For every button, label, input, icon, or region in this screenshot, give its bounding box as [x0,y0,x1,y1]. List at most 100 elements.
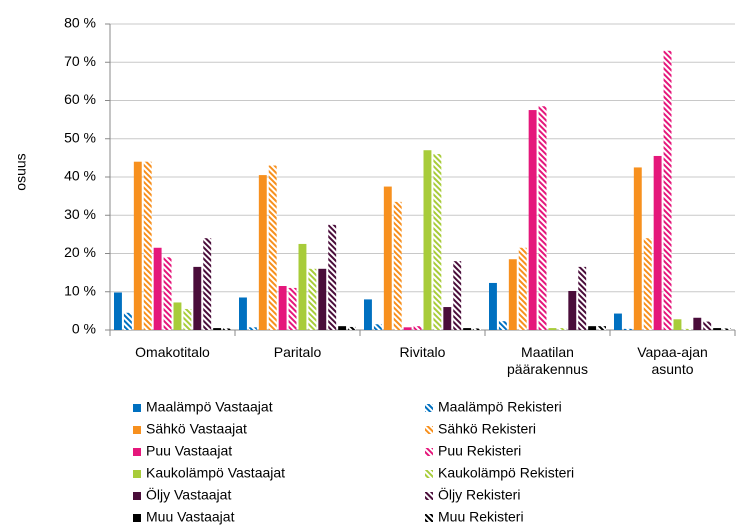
bar [114,292,122,330]
bar [239,297,247,330]
bar [193,266,202,330]
legend-label: Puu Vastaajat [146,443,232,459]
legend-swatch [425,404,433,412]
bar [163,257,172,330]
bar [693,317,702,330]
bar [203,238,212,330]
bar [258,175,267,330]
bar [473,328,481,330]
legend-swatch [425,448,433,456]
bar [153,247,162,330]
legend-swatch [425,514,433,522]
bar [598,326,606,330]
legend-swatch [425,470,433,478]
legend-swatch [425,492,433,500]
legend-swatch [133,426,141,434]
legend-label: Sähkö Rekisteri [438,421,536,437]
bar [133,161,142,330]
bar [643,238,652,330]
bar [558,328,567,330]
legend-swatch [133,404,141,412]
bar [528,110,537,330]
bar [588,326,597,330]
bar [413,326,422,330]
bar [498,321,507,330]
legend-swatch [133,492,141,500]
y-tick-label: 10 % [64,282,96,298]
bar [518,247,527,330]
x-tick-label: Paritalo [273,344,322,360]
legend-label: Kaukolämpö Vastaajat [146,465,285,481]
bar [653,155,662,330]
bar [364,299,372,330]
bar [373,324,382,330]
legend-label: Öljy Rekisteri [438,486,520,503]
legend-label: Maalämpö Rekisteri [438,399,562,415]
bar [213,328,222,330]
legend-label: Maalämpö Vastaajat [146,399,273,415]
bar [123,312,132,330]
legend-label: Sähkö Vastaajat [146,421,247,437]
y-axis-label: osuus [13,153,29,190]
x-tick-label: Maatilan päärakennus [507,344,588,377]
legend-swatch [133,514,141,522]
bar [183,308,192,330]
legend-label: Puu Rekisteri [438,443,521,459]
bar [383,186,392,330]
y-tick-label: 20 % [64,244,96,260]
bar [268,165,277,330]
bar [578,266,587,330]
bar [318,268,327,330]
bar [568,290,577,330]
legend-swatch [425,426,433,434]
bar [433,154,442,330]
y-tick-label: 50 % [64,129,96,145]
bar [308,268,317,330]
y-tick-label: 60 % [64,91,96,107]
bar [288,287,297,330]
bar [623,328,632,330]
bar [143,161,152,330]
y-tick-label: 0 % [72,321,96,337]
bar [423,150,432,330]
bar [633,167,642,330]
y-tick-label: 30 % [64,206,96,222]
legend-label: Öljy Vastaajat [146,486,231,503]
bar [338,326,347,330]
x-tick-label: Omakotitalo [135,344,210,360]
bar [453,261,462,330]
bar [508,259,517,330]
x-tick-label: Vapaa-ajan asunto [637,344,708,377]
legend-label: Muu Vastaajat [146,509,235,525]
bar [393,201,402,330]
bar [673,319,682,330]
bar [463,328,472,330]
bar [298,243,307,330]
bar [703,321,712,330]
legend-swatch [133,470,141,478]
bar [328,224,337,330]
bar [489,282,497,330]
bar [713,328,722,330]
bar [173,302,182,330]
bar [614,313,622,330]
bar [538,106,547,330]
legend-label: Muu Rekisteri [438,509,524,525]
legend-label: Kaukolämpö Rekisteri [438,465,574,481]
bar [403,327,412,330]
bar [223,328,231,330]
bar [348,326,356,330]
y-tick-label: 40 % [64,168,96,184]
y-tick-label: 70 % [64,53,96,69]
bar [683,328,692,330]
bar [278,286,287,330]
bar [723,328,731,330]
bar [548,328,557,330]
legend-swatch [133,448,141,456]
bar [248,327,257,330]
y-tick-label: 80 % [64,15,96,31]
x-tick-label: Rivitalo [399,344,446,360]
bar [443,307,452,330]
